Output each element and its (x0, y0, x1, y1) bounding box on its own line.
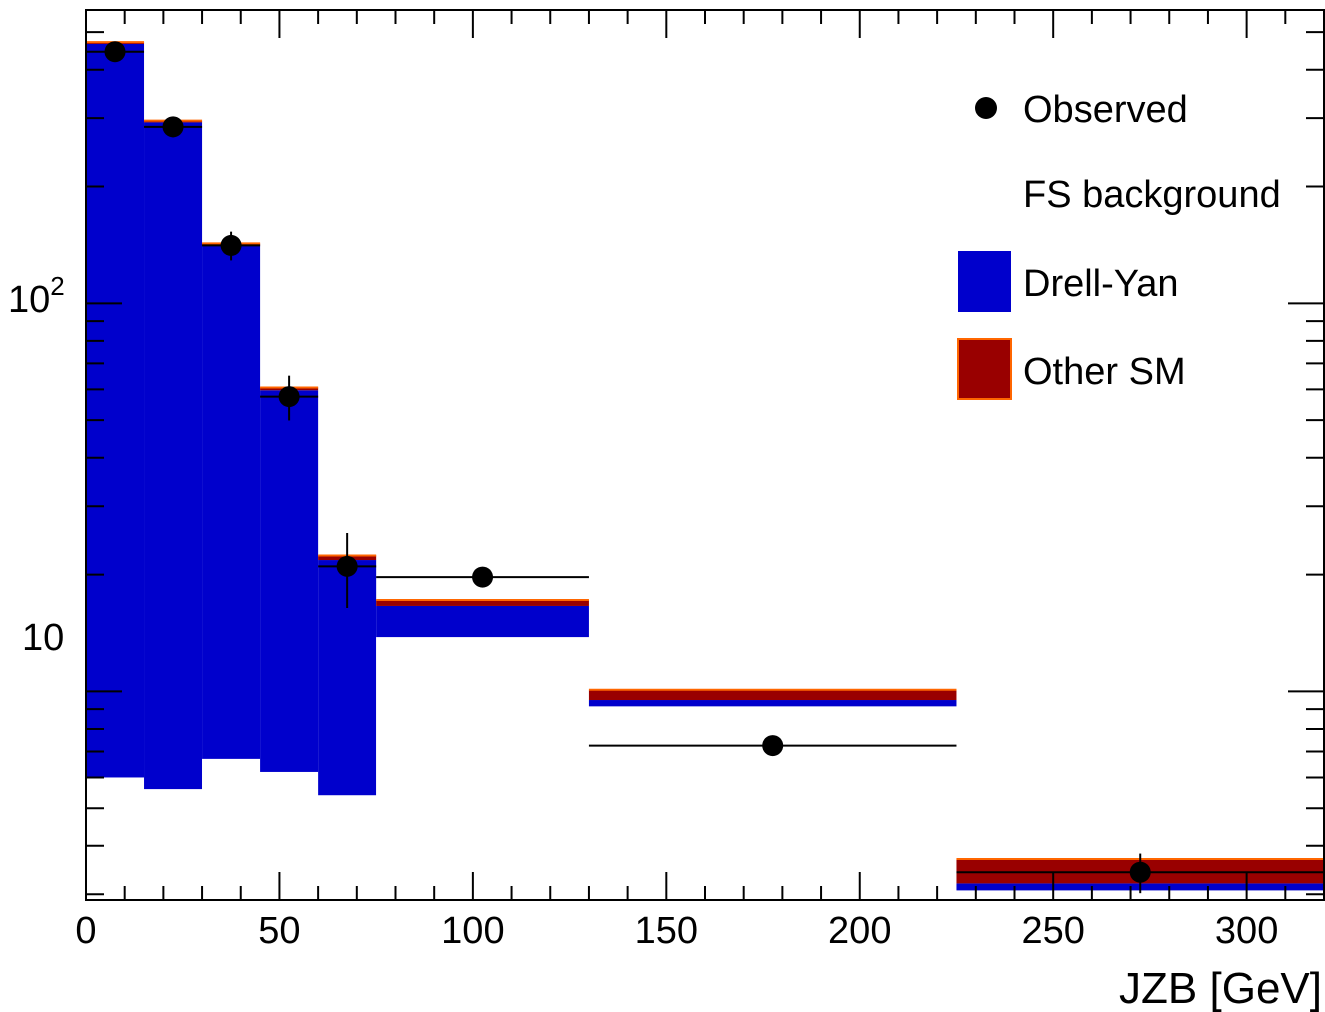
drell-yan-bar-0 (86, 43, 145, 778)
legend-observed-label: Observed (1023, 89, 1188, 131)
fs-background-bar-0 (86, 777, 145, 900)
x-tick-label-200: 200 (828, 910, 891, 952)
drell-yan-bar-5 (376, 605, 589, 638)
drell-yan-bar-6 (588, 700, 957, 707)
fs-background-bar-4 (318, 795, 377, 900)
observed-point-1 (162, 116, 184, 138)
other-sm-bar-5 (376, 599, 589, 606)
x-tick-labels: 0 50 100 150 200 250 300 (75, 910, 1278, 952)
drell-yan-bar-1 (144, 122, 203, 790)
fs-background-bar-1 (144, 789, 203, 900)
drell-yan-bar-2 (202, 245, 261, 759)
legend-observed-marker (975, 97, 997, 119)
x-tick-label-250: 250 (1021, 910, 1084, 952)
fs-background-bar-5 (376, 637, 589, 900)
observed-points (86, 41, 1324, 894)
legend-other-sm-swatch (957, 338, 1012, 400)
legend-fs-background-label: FS background (1023, 174, 1281, 216)
x-tick-label-0: 0 (75, 910, 96, 952)
legend-drell-yan-label: Drell-Yan (1023, 263, 1179, 305)
y-tick-label-100: 102 (8, 271, 65, 321)
x-tick-label-150: 150 (635, 910, 698, 952)
observed-point-7 (1129, 861, 1151, 883)
x-tick-label-300: 300 (1215, 910, 1278, 952)
y-tick-labels: 102 10 (8, 271, 65, 659)
x-tick-label-50: 50 (258, 910, 300, 952)
observed-point-5 (472, 566, 494, 588)
legend: Observed FS background Drell-Yan Other S… (957, 89, 1281, 400)
drell-yan-bar-3 (260, 390, 319, 772)
fs-background-bar-7 (956, 890, 1324, 900)
observed-point-2 (220, 234, 242, 256)
x-tick-label-100: 100 (441, 910, 504, 952)
other-sm-bar-6 (588, 689, 957, 701)
axis-ticks (85, 10, 1325, 900)
histogram-bars (86, 41, 1324, 900)
legend-drell-yan-swatch (958, 251, 1011, 312)
fs-background-bar-2 (202, 758, 261, 900)
observed-point-0 (104, 41, 126, 63)
legend-other-sm-label: Other SM (1023, 351, 1186, 393)
observed-point-4 (336, 555, 358, 577)
x-axis-label: JZB [GeV] (1119, 964, 1322, 1012)
fs-background-bar-3 (260, 771, 319, 900)
y-tick-label-100-exponent: 2 (50, 271, 64, 301)
observed-point-6 (762, 735, 784, 757)
y-tick-label-10: 10 (22, 617, 64, 659)
observed-point-3 (278, 386, 300, 408)
